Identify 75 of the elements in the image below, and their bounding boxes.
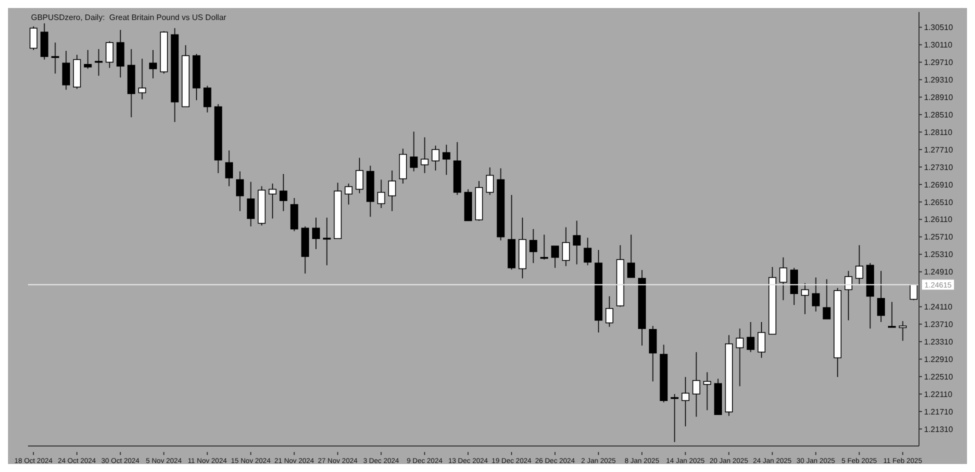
candlestick <box>84 49 92 70</box>
candlestick <box>442 144 450 176</box>
y-tick-label: 1.26910 <box>924 180 954 190</box>
candlestick <box>562 226 570 267</box>
candlestick <box>225 150 233 187</box>
candlestick <box>356 157 364 194</box>
candlestick <box>410 131 418 172</box>
candlestick <box>801 282 809 315</box>
candlestick <box>855 244 864 285</box>
candlestick <box>692 352 700 418</box>
candlestick <box>106 40 114 68</box>
candlestick <box>670 394 678 443</box>
candlestick <box>648 325 657 382</box>
y-tick-label: 1.26110 <box>924 215 953 224</box>
candlestick <box>812 276 820 312</box>
candlestick <box>280 173 288 212</box>
y-tick-label: 1.25710 <box>924 232 954 242</box>
candlestick <box>682 376 690 427</box>
candlestick <box>149 49 157 79</box>
candlestick <box>203 85 212 113</box>
candlestick <box>627 234 636 278</box>
candlestick <box>551 246 559 268</box>
y-tick-label: 1.22510 <box>924 372 954 382</box>
y-tick-label: 1.30110 <box>924 40 953 50</box>
y-tick-label: 1.23710 <box>924 320 954 330</box>
candlestick <box>540 234 548 260</box>
y-tick-label: 1.25310 <box>924 250 954 260</box>
candlestick <box>51 42 60 74</box>
candlestick <box>888 301 896 328</box>
candlestick <box>790 267 798 306</box>
y-tick-label: 1.22910 <box>924 354 954 364</box>
y-tick-label: 1.28910 <box>924 92 954 102</box>
y-tick-label: 1.30510 <box>924 23 954 32</box>
candlestick <box>779 256 788 301</box>
candlestick <box>116 29 124 78</box>
candlestick <box>388 170 396 212</box>
y-tick-label: 1.28110 <box>924 128 953 137</box>
candlestick <box>30 26 38 50</box>
candlestick <box>572 220 581 265</box>
candlestick <box>703 372 712 411</box>
y-tick-label: 1.22110 <box>924 390 953 399</box>
candlestick <box>605 296 614 328</box>
candlestick <box>138 58 146 100</box>
y-tick-label: 1.24110 <box>924 302 953 312</box>
y-tick-label: 1.27710 <box>924 145 954 154</box>
candlestick <box>236 170 244 212</box>
candlestick <box>910 284 918 301</box>
y-tick-label: 1.29310 <box>924 76 954 85</box>
candlestick <box>736 328 744 387</box>
candlestick <box>584 237 592 266</box>
candlestick <box>344 183 353 206</box>
y-tick-label: 1.21710 <box>924 407 954 416</box>
candlestick <box>268 183 276 220</box>
candlestick <box>432 145 440 171</box>
candlestick <box>377 179 386 209</box>
candlestick <box>758 322 766 358</box>
candlestick <box>844 270 852 321</box>
y-tick-label: 1.24910 <box>924 268 954 277</box>
candlestick <box>746 322 755 353</box>
candlestick <box>312 217 320 250</box>
y-tick-label: 1.26510 <box>924 198 954 207</box>
candlestick <box>246 181 255 227</box>
y-tick-label: 1.29710 <box>924 58 954 68</box>
candlestick <box>877 270 885 322</box>
candlestick <box>62 50 70 90</box>
chart-title: GBPUSDzero, Daily: Great Britain Pound vs US Dollar <box>31 13 226 22</box>
y-tick-label: 1.27310 <box>924 162 954 172</box>
candlestick <box>420 136 429 174</box>
y-tick-label: 1.21310 <box>924 424 954 434</box>
y-tick-label: 1.28510 <box>924 110 954 120</box>
y-tick-label: 1.23310 <box>924 337 954 346</box>
candlestick <box>529 228 538 264</box>
candlestick <box>822 278 831 320</box>
candlestick <box>898 320 907 342</box>
candlestick <box>486 166 494 196</box>
